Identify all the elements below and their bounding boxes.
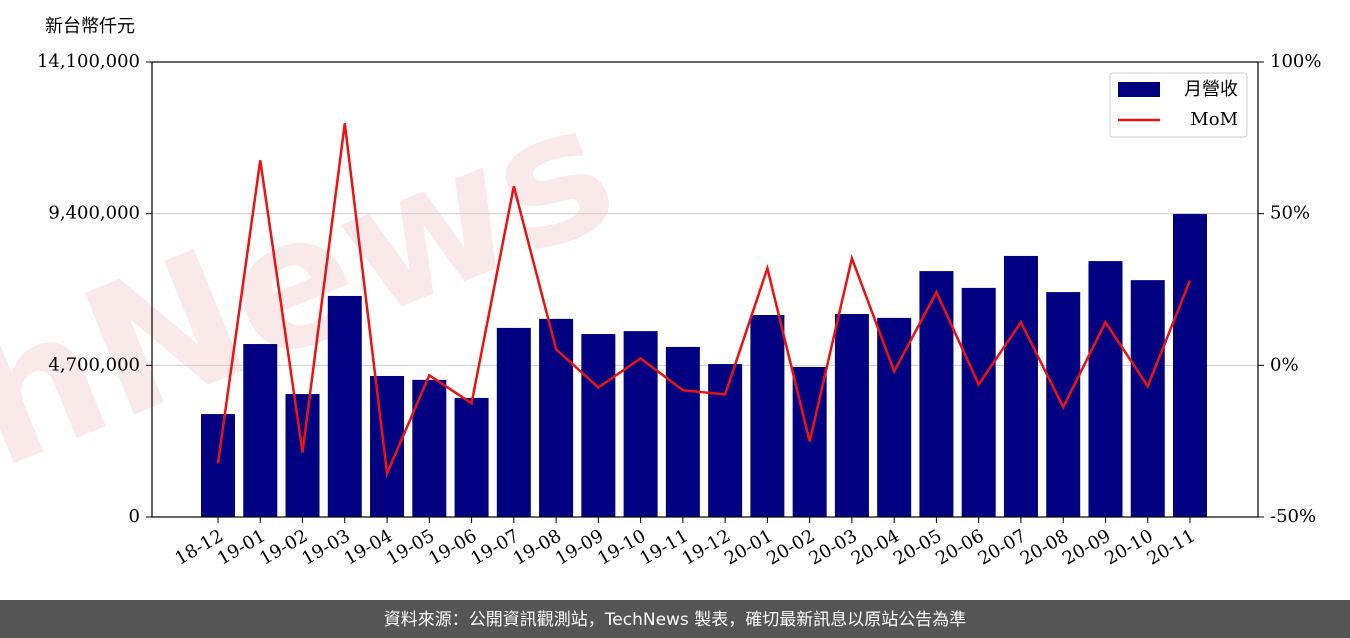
y-tick-label: 14,100,000 xyxy=(37,51,140,72)
bar xyxy=(961,287,996,517)
legend-swatch xyxy=(1118,82,1160,97)
line xyxy=(216,123,1192,479)
bar xyxy=(1088,261,1123,517)
bar xyxy=(919,271,954,517)
y-tick-label: 4,700,000 xyxy=(48,354,140,375)
bar xyxy=(1130,280,1165,517)
footer: 資料來源：公開資訊觀測站，TechNews 製表，確切最新訊息以原站公告為準 xyxy=(384,610,966,630)
legend-label: 月營收 xyxy=(1184,79,1238,100)
bar xyxy=(1003,255,1038,518)
bar xyxy=(327,295,362,517)
y2-tick-label: 50% xyxy=(1270,203,1310,224)
bar xyxy=(1173,213,1207,517)
bar xyxy=(750,314,785,517)
bar xyxy=(496,327,531,517)
bar xyxy=(243,344,278,517)
bar xyxy=(539,318,574,517)
bar xyxy=(201,414,235,517)
y2-tick-label: 100% xyxy=(1270,51,1321,72)
bar xyxy=(665,346,700,517)
y2-tick-label: -50% xyxy=(1270,506,1316,527)
footer-bar xyxy=(0,600,1350,638)
bar xyxy=(623,331,658,517)
bar xyxy=(454,397,489,517)
bar xyxy=(834,314,869,517)
plot-frame xyxy=(151,61,1259,518)
y2-tick-label: 0% xyxy=(1270,354,1299,375)
y-tick-label: 0 xyxy=(129,506,140,527)
bar xyxy=(708,364,743,517)
y-tick-label: 9,400,000 xyxy=(48,203,140,224)
legend-label: MoM xyxy=(1190,109,1238,130)
bar xyxy=(581,334,616,517)
bar xyxy=(285,394,320,517)
y-axis-title: 新台幣仟元 xyxy=(45,16,135,37)
x-tick-label: 20-11 xyxy=(1144,525,1199,569)
